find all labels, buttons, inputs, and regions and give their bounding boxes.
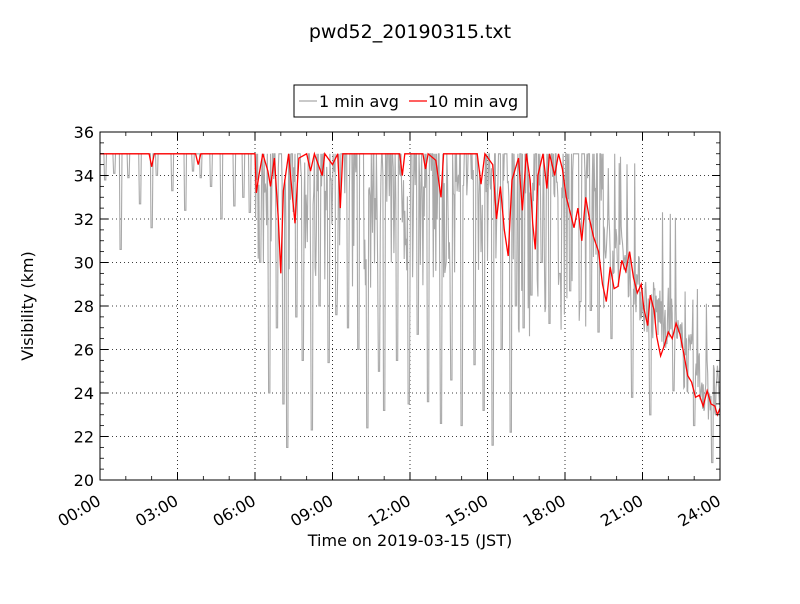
x-tick-label: 24:00	[675, 491, 724, 531]
x-tick-label: 12:00	[365, 491, 414, 531]
x-tick-label: 15:00	[442, 491, 491, 531]
series-10min-line	[100, 151, 720, 417]
y-tick-label: 30	[74, 254, 94, 273]
y-tick-label: 32	[74, 210, 94, 229]
series-10min-avg	[100, 151, 720, 417]
legend-label-1min: 1 min avg	[319, 92, 399, 111]
x-axis-label: Time on 2019-03-15 (JST)	[307, 531, 512, 550]
y-tick-label: 26	[74, 341, 94, 360]
chart-title: pwd52_20190315.txt	[309, 21, 511, 43]
y-tick-label: 20	[74, 471, 94, 490]
legend-label-10min: 10 min avg	[428, 92, 518, 111]
grid	[100, 132, 720, 480]
y-tick-label: 22	[74, 428, 94, 447]
y-tick-label: 34	[74, 167, 94, 186]
x-tick-label: 00:00	[55, 491, 104, 531]
y-tick-label: 28	[74, 297, 94, 316]
x-tick-label: 21:00	[597, 491, 646, 531]
y-axis-label: Visibility (km)	[18, 251, 37, 360]
x-tick-label: 09:00	[287, 491, 336, 531]
x-tick-label: 03:00	[132, 491, 181, 531]
y-tick-label: 36	[74, 123, 94, 142]
y-tick-label: 24	[74, 384, 94, 403]
x-tick-label: 18:00	[520, 491, 569, 531]
legend: 1 min avg 10 min avg	[293, 84, 528, 118]
x-tick-label: 06:00	[210, 491, 259, 531]
